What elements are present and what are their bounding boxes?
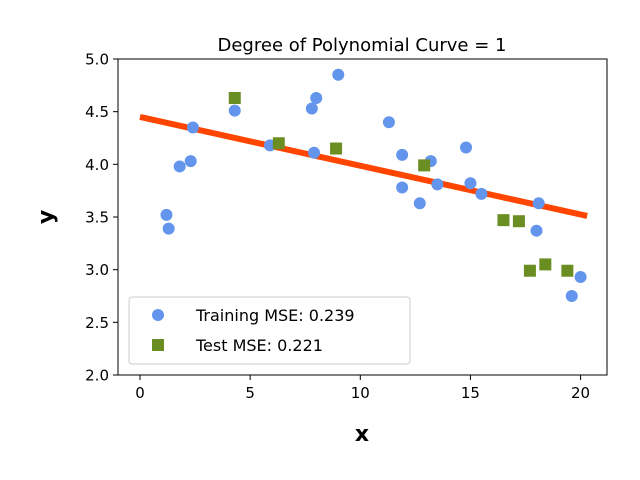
legend-label-training: Training MSE: 0.239	[195, 306, 355, 325]
y-tick-label: 4.5	[85, 103, 109, 121]
training-point	[464, 177, 477, 190]
fit-line	[139, 114, 588, 219]
training-point	[173, 160, 186, 173]
training-point	[310, 91, 323, 104]
y-tick-label: 5.0	[85, 51, 109, 69]
test-point	[561, 264, 574, 277]
legend-marker-training	[152, 309, 164, 321]
y-axis-ticks: 2.0 2.5 3.0 3.5 4.0 4.5 5.0	[85, 51, 118, 385]
training-point	[160, 208, 173, 221]
training-point	[396, 148, 409, 161]
training-point	[186, 121, 199, 134]
y-tick-label: 2.5	[85, 314, 109, 332]
training-point	[162, 222, 175, 235]
x-tick-label: 0	[135, 384, 145, 402]
y-tick-label: 4.0	[85, 156, 109, 174]
legend-box	[128, 296, 411, 365]
test-point	[330, 142, 343, 155]
chart-title: Degree of Polynomial Curve = 1	[218, 35, 507, 56]
test-point	[418, 159, 431, 172]
training-point	[184, 155, 197, 168]
training-point	[413, 197, 426, 210]
test-point	[512, 215, 525, 228]
test-point	[228, 91, 241, 104]
plot-area	[117, 58, 608, 376]
training-point	[305, 102, 318, 115]
legend: Training MSE: 0.239 Test MSE: 0.221	[128, 296, 411, 365]
training-point	[475, 187, 488, 200]
x-tick-label: 10	[351, 384, 370, 402]
legend-marker-test	[152, 339, 164, 351]
training-point	[574, 271, 587, 284]
training-point	[382, 116, 395, 129]
y-axis-label: y	[34, 210, 59, 224]
test-point	[497, 214, 510, 227]
training-point	[228, 104, 241, 117]
x-tick-label: 5	[245, 384, 255, 402]
y-tick-label: 3.0	[85, 261, 109, 279]
test-point	[539, 258, 552, 271]
training-point	[532, 197, 545, 210]
training-point	[530, 224, 543, 237]
legend-label-test: Test MSE: 0.221	[195, 336, 323, 355]
y-tick-label: 2.0	[85, 367, 109, 385]
x-tick-label: 15	[461, 384, 480, 402]
training-point	[332, 68, 345, 81]
test-point	[523, 264, 536, 277]
training-point	[396, 181, 409, 194]
x-axis-label: x	[355, 422, 369, 447]
training-point	[308, 146, 321, 159]
training-point	[460, 141, 473, 154]
y-tick-label: 3.5	[85, 209, 109, 227]
training-point	[565, 290, 578, 302]
x-axis-ticks: 0 5 10 15 20	[135, 375, 590, 402]
test-point	[272, 137, 285, 150]
training-point	[431, 178, 444, 191]
x-tick-label: 20	[571, 384, 590, 402]
